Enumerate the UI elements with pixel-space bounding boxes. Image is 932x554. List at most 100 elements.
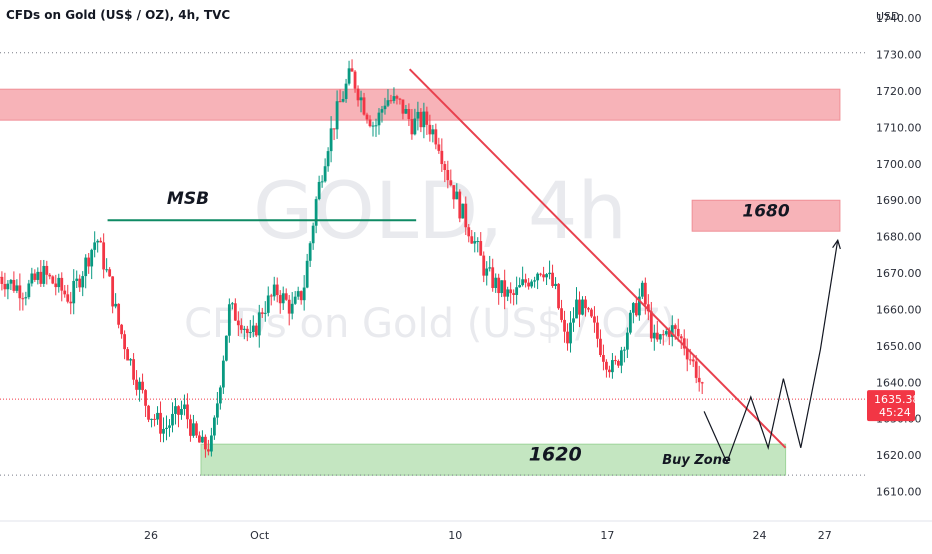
y-tick-label: 1690.00 <box>876 194 922 207</box>
candle-body <box>90 250 93 267</box>
candle-body <box>422 112 425 128</box>
candle-body <box>345 84 348 99</box>
candle-body <box>147 406 150 420</box>
candle-body <box>387 100 390 105</box>
candle-body <box>434 129 437 144</box>
candle-body <box>518 285 521 287</box>
candle-body <box>258 312 261 335</box>
candle-body <box>378 113 381 126</box>
candle-body <box>339 101 342 102</box>
candle-body <box>87 258 90 267</box>
candle-body <box>27 283 30 297</box>
candle-body <box>231 303 234 304</box>
candle-body <box>66 294 69 301</box>
candle-body <box>93 242 96 249</box>
candle-body <box>54 284 57 288</box>
candle-body <box>237 321 240 326</box>
candle-body <box>563 320 566 332</box>
candle-body <box>294 297 297 304</box>
x-tick-label: Oct <box>250 529 270 542</box>
candle-body <box>515 287 518 295</box>
zones-layer <box>0 89 840 475</box>
y-tick-label: 1680.00 <box>876 231 922 244</box>
candle-body <box>396 96 399 99</box>
candle-body <box>276 285 279 295</box>
candle-body <box>120 325 123 334</box>
candle-body <box>3 284 6 289</box>
candle-body <box>303 288 306 301</box>
candle-body <box>327 151 330 166</box>
candle-body <box>473 241 476 243</box>
candle-body <box>659 334 662 339</box>
candle-body <box>372 126 375 127</box>
candle-body <box>572 318 575 322</box>
candle-body <box>677 329 680 336</box>
candle-body <box>431 129 434 134</box>
candle-body <box>261 312 264 313</box>
candle-body <box>177 406 180 415</box>
candle-body <box>402 99 405 113</box>
candle-body <box>360 97 363 100</box>
candle-body <box>593 316 596 322</box>
y-axis[interactable]: USD1610.001620.001630.001640.001650.0016… <box>867 10 922 499</box>
candle-body <box>665 331 668 334</box>
candle-body <box>590 310 593 317</box>
candle-body <box>695 361 698 378</box>
candle-body <box>413 119 416 135</box>
candle-body <box>183 405 186 409</box>
candle-body <box>132 359 135 380</box>
candle-body <box>315 199 318 226</box>
candle-body <box>425 112 428 125</box>
candle-body <box>114 304 117 307</box>
candle-body <box>689 359 692 360</box>
candle-body <box>102 242 105 269</box>
candle-body <box>455 192 458 200</box>
candle-body <box>632 303 635 313</box>
candle-body <box>192 423 195 435</box>
descending-trendline[interactable] <box>410 69 786 448</box>
candle-body <box>117 304 120 325</box>
candle-body <box>692 359 695 361</box>
candle-body <box>60 278 63 291</box>
projection-path[interactable] <box>704 240 838 462</box>
y-tick-label: 1610.00 <box>876 486 922 499</box>
candle-body <box>656 333 659 340</box>
candle-body <box>96 241 99 243</box>
candle-body <box>12 280 15 291</box>
x-tick-label: 17 <box>600 529 614 542</box>
candle-body <box>479 241 482 256</box>
candle-body <box>15 285 18 290</box>
y-tick-label: 1640.00 <box>876 376 922 389</box>
candle-body <box>330 128 333 151</box>
x-tick-label: 10 <box>448 529 462 542</box>
candle-body <box>527 283 530 287</box>
candle-body <box>569 323 572 344</box>
candle-body <box>485 269 488 276</box>
candle-body <box>282 293 285 303</box>
candle-body <box>81 276 84 287</box>
candle-body <box>548 273 551 274</box>
candle-body <box>135 380 138 390</box>
candle-body <box>171 414 174 425</box>
candle-body <box>129 359 132 360</box>
candle-body <box>578 300 581 315</box>
candle-body <box>375 125 378 126</box>
candle-body <box>701 382 704 383</box>
y-tick-label: 1710.00 <box>876 121 922 134</box>
candle-body <box>536 274 539 281</box>
candle-body <box>288 300 291 314</box>
candle-body <box>357 89 360 101</box>
candle-body <box>560 308 563 320</box>
candle-body <box>461 204 464 219</box>
candle-body <box>620 350 623 365</box>
y-tick-label: 1700.00 <box>876 158 922 171</box>
candle-body <box>297 291 300 297</box>
candle-body <box>437 144 440 150</box>
candle-body <box>39 272 42 284</box>
candle-body <box>105 269 108 270</box>
candle-body <box>599 339 602 355</box>
y-tick-label: 1720.00 <box>876 85 922 98</box>
